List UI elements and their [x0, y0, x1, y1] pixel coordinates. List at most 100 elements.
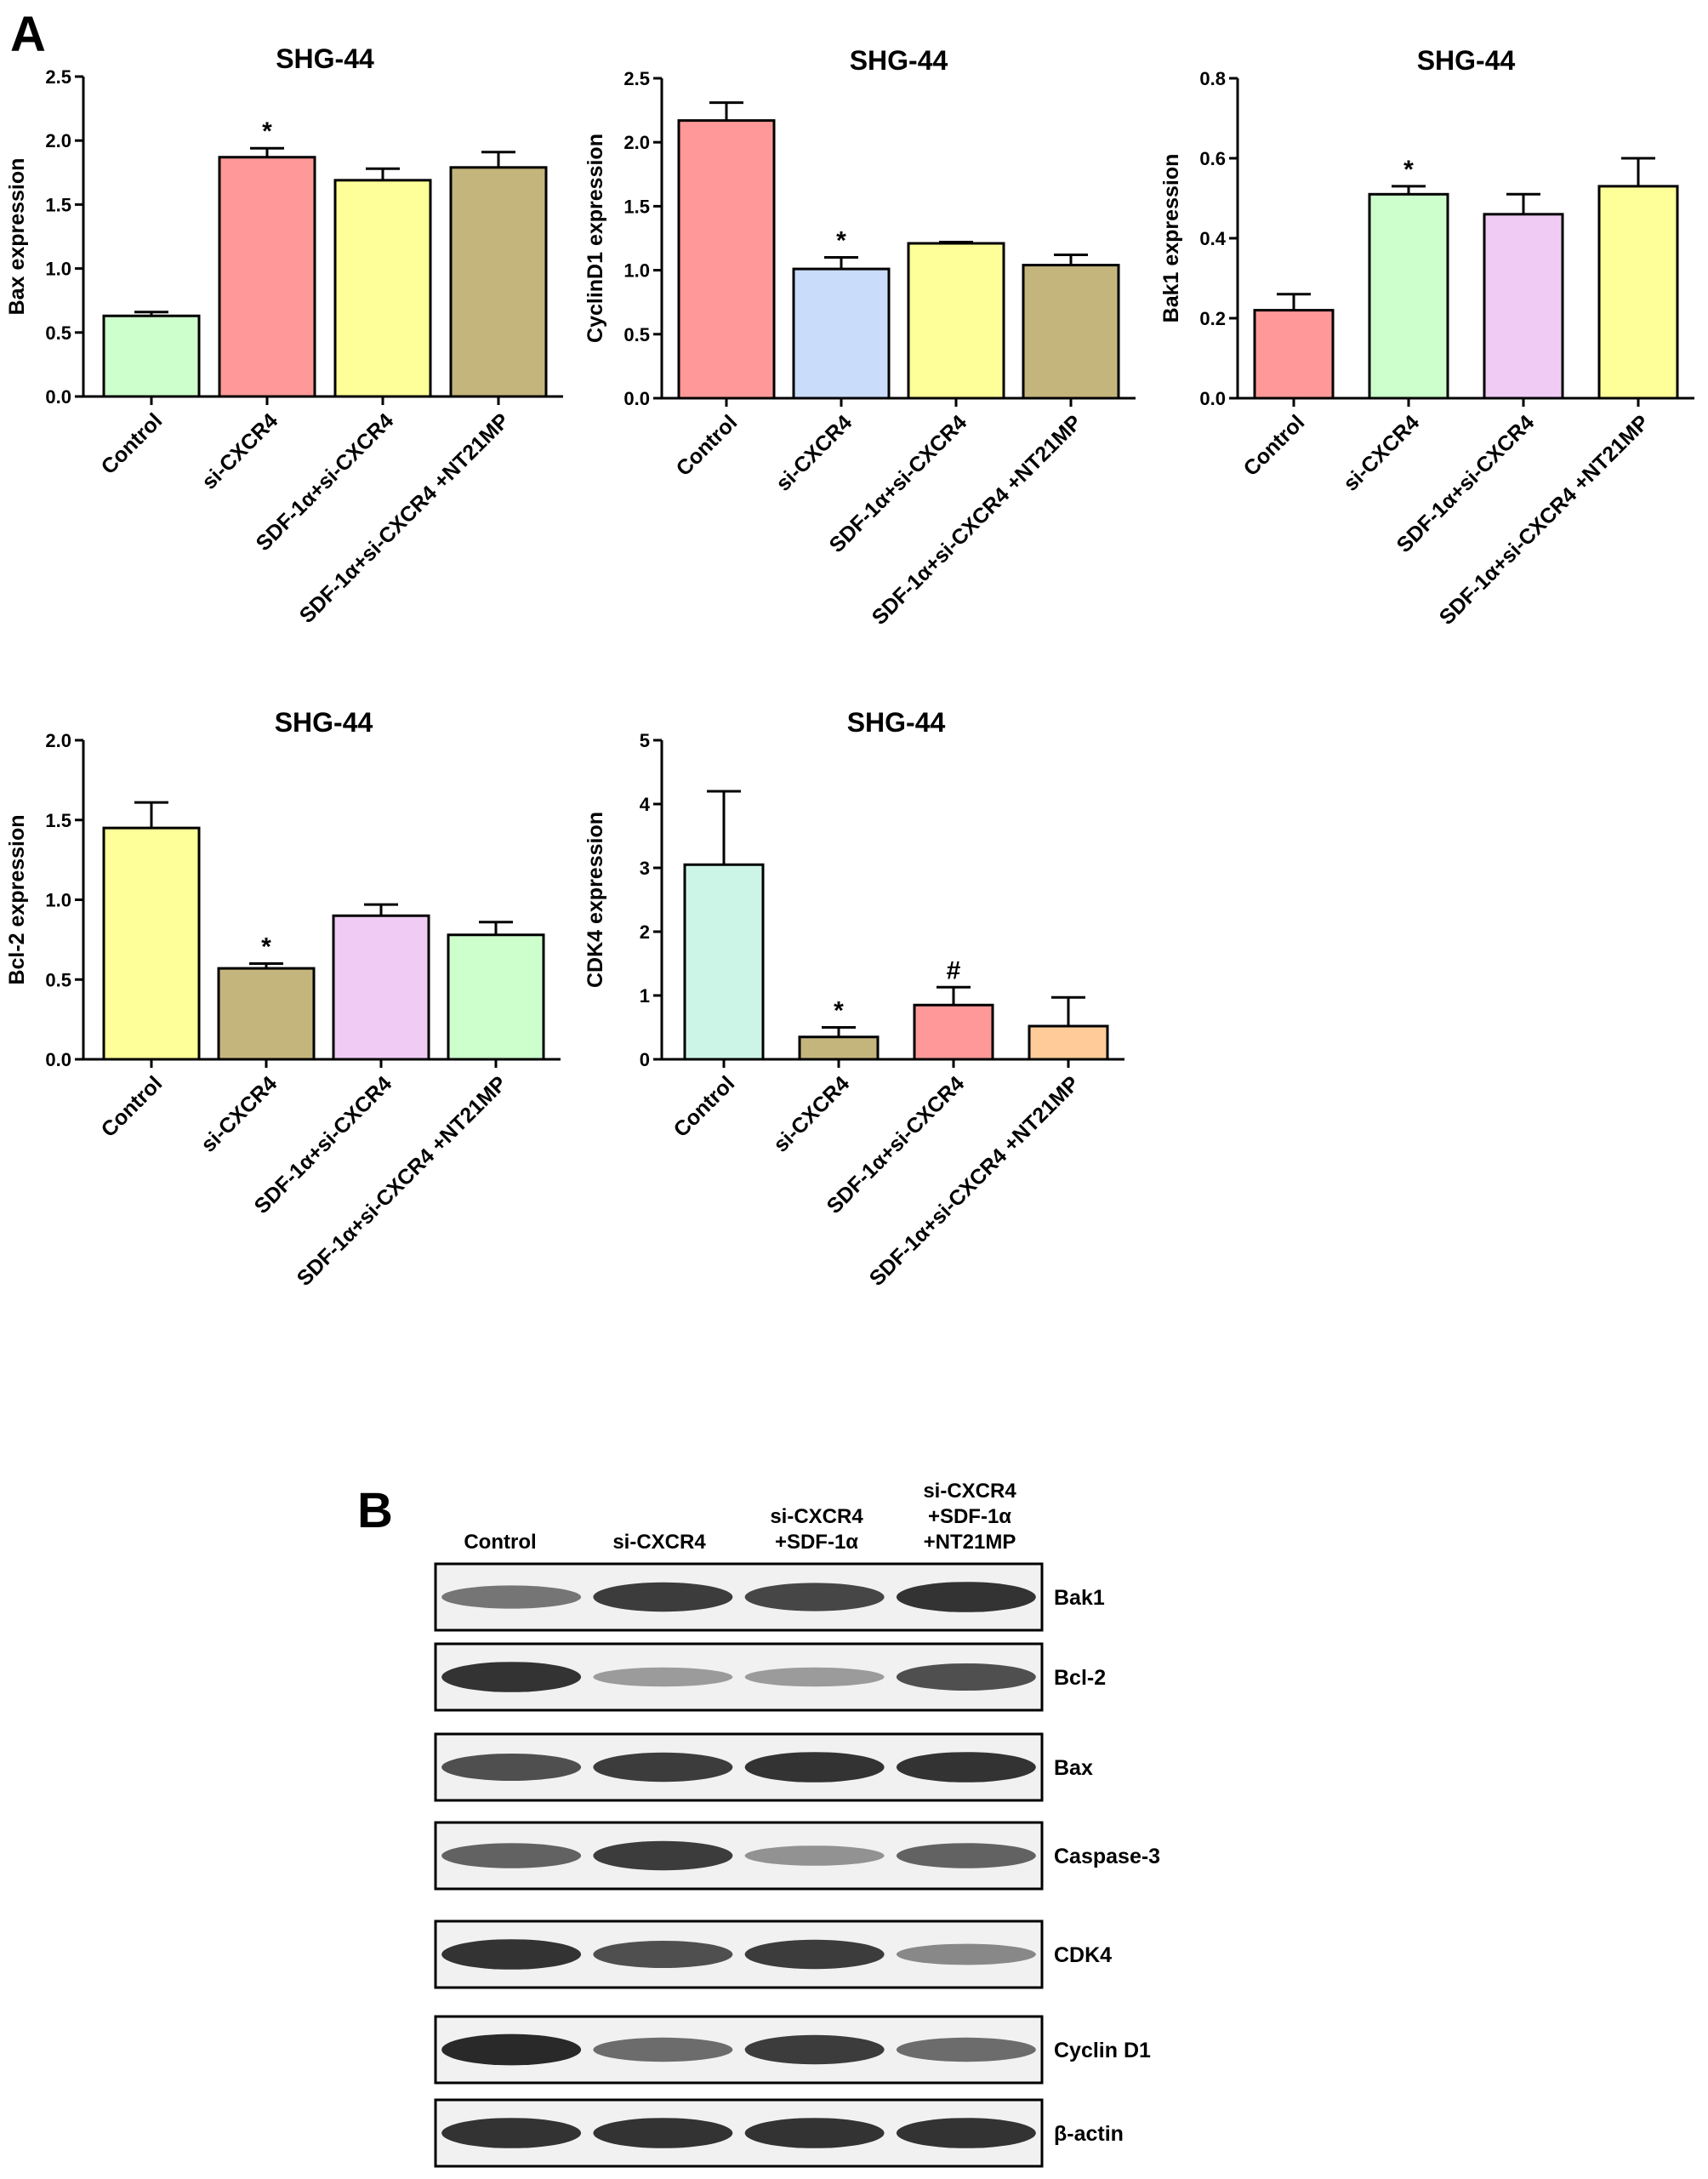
- blot-band: [593, 1840, 733, 1871]
- blot-band: [593, 2118, 733, 2148]
- category-label: si-CXCR4: [197, 408, 282, 493]
- blot-row: β-actin: [434, 2098, 1124, 2168]
- blot-column-header-line: +SDF-1α: [775, 1531, 858, 1554]
- blot-column-header: Control: [464, 1531, 536, 1554]
- y-axis-label: CyclinD1 expression: [584, 134, 607, 343]
- blot-row-label: CDK4: [1054, 1943, 1112, 1967]
- bar: [677, 119, 776, 400]
- category-label: si-CXCR4: [769, 1071, 854, 1156]
- blot-band: [441, 1754, 582, 1781]
- y-tick-label: 1.0: [45, 890, 71, 911]
- panel-label-b: B: [357, 1483, 393, 1538]
- blot-band: [744, 2118, 885, 2148]
- blot-row: CDK4: [434, 1919, 1112, 1989]
- bar: [913, 1003, 994, 1061]
- y-tick-label: 2: [640, 921, 650, 943]
- blot-row: Bcl-2: [434, 1642, 1106, 1712]
- y-tick-label: 0.0: [45, 1049, 71, 1070]
- blot-column-header: si-CXCR4 +SDF-1α: [770, 1505, 863, 1554]
- bar: [102, 314, 201, 398]
- category-label: si-CXCR4: [196, 1071, 282, 1156]
- blot-row-label: β-actin: [1054, 2122, 1124, 2146]
- blot-column-header-line: si-CXCR4: [612, 1531, 706, 1554]
- bar: [1253, 309, 1335, 400]
- bar-chart-3: SHG-44 0.0 0.5 1.0 1.5 2.0 Bcl-2 expression Con…: [5, 707, 561, 1291]
- bar-chart-0: SHG-44 0.0 0.5 1.0 1.5 2.0 2.5 Bax expression Co…: [5, 43, 563, 628]
- blot-band: [744, 1752, 885, 1783]
- y-axis-label: CDK4 expression: [584, 812, 607, 988]
- blot-column-header-line: si-CXCR4: [770, 1505, 863, 1528]
- y-tick-label: 0.4: [1199, 228, 1226, 249]
- blot-band: [896, 1843, 1036, 1868]
- bar: [218, 156, 316, 398]
- bar: [1028, 1024, 1109, 1061]
- y-tick-label: 0.0: [1199, 388, 1226, 409]
- blot-band: [896, 1943, 1036, 1965]
- y-tick-label: 2.5: [623, 68, 650, 89]
- y-axis-label: Bak1 expression: [1159, 154, 1183, 323]
- y-tick-label: 1.5: [623, 196, 650, 217]
- significance-mark: *: [1403, 156, 1414, 184]
- chart-title: SHG-44: [850, 45, 948, 76]
- bar: [217, 967, 316, 1061]
- bar: [1368, 192, 1449, 400]
- category-label: Control: [1239, 410, 1310, 481]
- category-label: Control: [97, 1071, 168, 1142]
- blot-band: [593, 1752, 733, 1783]
- blot-band: [744, 2034, 885, 2065]
- y-tick-label: 1.0: [623, 260, 650, 282]
- blot-band: [896, 1582, 1036, 1612]
- y-tick-label: 0.0: [45, 386, 71, 408]
- significance-mark: *: [836, 227, 846, 255]
- blot-column-header: si-CXCR4: [612, 1531, 706, 1554]
- category-label: Control: [669, 1071, 740, 1142]
- blot-band: [593, 1667, 733, 1687]
- bar: [102, 826, 201, 1061]
- y-tick-label: 1.0: [45, 259, 71, 280]
- blot-band: [896, 2037, 1036, 2062]
- bar-chart-1: SHG-44 0.0 0.5 1.0 1.5 2.0 2.5 CyclinD1 express…: [584, 45, 1136, 630]
- blot-row-label: Cyclin D1: [1054, 2039, 1151, 2062]
- blot-band: [441, 1585, 582, 1609]
- category-label: SDF-1α+si-CXCR4 +NT21MP: [293, 1071, 512, 1291]
- y-tick-label: 4: [640, 794, 651, 815]
- y-tick-label: 2.5: [45, 66, 71, 88]
- y-tick-label: 0.0: [623, 388, 650, 409]
- blot-column-header-line: Control: [464, 1531, 536, 1554]
- y-tick-label: 2.0: [45, 730, 71, 751]
- y-tick-label: 5: [640, 730, 650, 751]
- y-tick-label: 0.5: [45, 322, 71, 344]
- blot-band: [593, 1941, 733, 1968]
- significance-mark: *: [834, 997, 844, 1025]
- bar: [792, 267, 891, 400]
- blot-band: [896, 1663, 1036, 1691]
- bar: [683, 863, 765, 1061]
- y-tick-label: 0.8: [1199, 68, 1226, 89]
- chart-title: SHG-44: [275, 707, 373, 738]
- blot-band: [744, 1583, 885, 1611]
- bar: [907, 242, 1005, 400]
- y-tick-label: 1.5: [45, 810, 71, 831]
- bar: [332, 914, 430, 1061]
- blot-band: [744, 1667, 885, 1687]
- y-tick-label: 2.0: [45, 130, 71, 151]
- blot-row-label: Bcl-2: [1054, 1666, 1106, 1690]
- blot-band: [896, 1752, 1036, 1783]
- blot-band: [744, 1845, 885, 1866]
- y-tick-label: 0.6: [1199, 148, 1226, 169]
- blot-column-header: si-CXCR4 +SDF-1α +NT21MP: [923, 1480, 1016, 1554]
- blot-row: Caspase-3: [434, 1821, 1160, 1891]
- significance-mark: #: [947, 956, 961, 984]
- significance-mark: *: [262, 117, 272, 145]
- chart-title: SHG-44: [1417, 45, 1516, 76]
- blot-band: [441, 1939, 582, 1970]
- bar: [1597, 185, 1679, 400]
- panel-label-a: A: [10, 7, 46, 62]
- category-label: SDF-1α+si-CXCR4 +NT21MP: [1435, 410, 1654, 630]
- western-blot: Control si-CXCR4 si-CXCR4 +SDF-1α si-CXCR4 +S…: [434, 1480, 1160, 2168]
- y-tick-label: 0: [640, 1049, 650, 1070]
- y-tick-label: 1.5: [45, 194, 71, 215]
- blot-column-header-line: +NT21MP: [924, 1531, 1016, 1554]
- chart-title: SHG-44: [847, 707, 946, 738]
